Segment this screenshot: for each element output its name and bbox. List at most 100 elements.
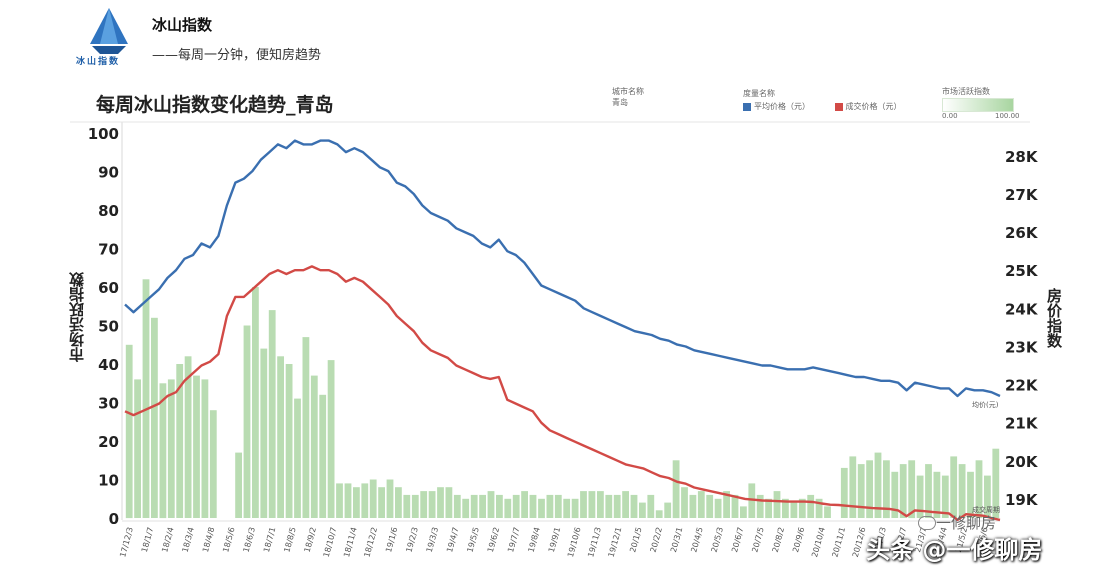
series-line-blue [124, 139, 1001, 398]
activity-bar [883, 460, 890, 519]
activity-bar [235, 452, 242, 518]
x-tick-label: 18/1/7 [140, 526, 155, 553]
y-tick-label: 40 [98, 356, 119, 374]
bars-legend-title: 市场活跃指数 [942, 87, 990, 96]
x-tick-label: 20/10/4 [810, 526, 827, 558]
bars-end-label: 成交周期 [972, 505, 1000, 514]
y-tick-label: 30 [98, 395, 119, 413]
activity-bar [159, 383, 167, 519]
x-tick-label: 20/3/1 [669, 526, 684, 553]
activity-bar [378, 487, 385, 518]
activity-bar [504, 498, 512, 519]
activity-bar [344, 483, 352, 518]
x-tick-label: 20/8/2 [771, 526, 786, 553]
y-tick-label: 80 [98, 202, 119, 220]
activity-bar [950, 456, 958, 518]
activity-bar [310, 375, 318, 518]
activity-bar [142, 279, 150, 518]
y2-tick-label: 24K [1005, 300, 1039, 318]
x-tick-label: 19/10/6 [566, 526, 583, 558]
x-tick-label: 18/9/2 [303, 526, 318, 553]
activity-bar [437, 487, 444, 518]
activity-bar [765, 498, 772, 519]
legend-blue-item[interactable]: 平均价格（元） [743, 102, 810, 111]
y-tick-label: 20 [98, 433, 119, 451]
activity-bar [327, 360, 335, 518]
activity-bar [302, 337, 310, 518]
activity-bar [697, 491, 705, 518]
bars-legend-gradient [942, 98, 1014, 112]
x-tick-label: 19/11/3 [586, 526, 603, 558]
activity-bar [125, 344, 133, 519]
activity-bar [420, 491, 428, 518]
activity-bar [740, 506, 747, 518]
x-tick-label: 19/1/6 [384, 526, 399, 553]
legend-red-swatch [834, 102, 843, 111]
x-tick-label: 20/11/1 [830, 526, 847, 558]
x-tick-label: 19/2/3 [404, 526, 419, 553]
x-tick-label: 18/8/5 [282, 526, 297, 553]
activity-bar [538, 498, 545, 519]
y2-tick-label: 19K [1005, 491, 1039, 509]
activity-bar [807, 494, 815, 518]
activity-bar [167, 379, 175, 518]
y-tick-label: 60 [98, 279, 119, 297]
activity-bar [184, 356, 192, 518]
y-tick-label: 70 [98, 241, 119, 259]
x-tick-label: 18/11/4 [342, 526, 359, 558]
activity-bar [554, 494, 562, 518]
x-tick-label: 20/5/3 [710, 526, 725, 553]
y2-tick-label: 26K [1005, 224, 1039, 242]
legend-red-item[interactable]: 成交价格（元） [834, 102, 902, 111]
activity-bar [782, 498, 789, 519]
activity-bar [369, 479, 377, 518]
x-tick-label: 19/12/1 [607, 526, 624, 558]
x-tick-label: 19/8/4 [527, 526, 542, 553]
activity-bar [395, 487, 402, 518]
activity-bar [958, 464, 966, 518]
activity-bar [353, 487, 360, 518]
activity-bar [613, 494, 621, 518]
legend-blue-swatch [743, 102, 751, 111]
city-label: 城市名称 [612, 87, 644, 96]
y2-tick-label: 20K [1005, 453, 1039, 471]
activity-bar [470, 494, 478, 518]
x-tick-label: 18/10/7 [322, 526, 339, 558]
x-tick-label: 18/4/8 [201, 526, 216, 553]
y-tick-label: 90 [98, 164, 119, 182]
activity-bar [403, 494, 411, 518]
y-tick-label: 10 [98, 472, 119, 490]
activity-bar [134, 379, 141, 518]
x-tick-label: 18/6/3 [242, 526, 257, 553]
activity-bar [815, 498, 823, 519]
activity-bar [268, 310, 276, 518]
x-tick-label: 19/4/7 [445, 526, 460, 553]
activity-bar [462, 498, 470, 519]
city-value: 青岛 [612, 98, 628, 107]
x-tick-label: 19/6/2 [486, 526, 501, 553]
activity-bar [243, 325, 251, 518]
activity-bar [630, 494, 638, 518]
x-tick-label: 19/9/1 [547, 526, 562, 553]
activity-bar [260, 348, 268, 518]
brand-name: 冰山指数 [152, 16, 213, 34]
activity-bar [723, 491, 730, 518]
y2-tick-label: 22K [1005, 377, 1039, 395]
activity-bar [639, 502, 646, 518]
activity-bar [201, 379, 209, 518]
x-tick-label: 19/3/3 [425, 526, 440, 553]
y-tick-label: 50 [98, 318, 119, 336]
activity-bar [824, 506, 831, 518]
y-tick-label: 0 [109, 510, 119, 528]
activity-bar [916, 475, 924, 518]
activity-bar [209, 410, 217, 518]
activity-bar [681, 487, 688, 518]
activity-bar [151, 317, 158, 518]
activity-bar [925, 464, 932, 518]
activity-bar [529, 494, 537, 518]
activity-bar [605, 494, 613, 518]
activity-bar [899, 464, 907, 518]
activity-bar [176, 364, 184, 518]
watermark-small: 一修聊房 [936, 514, 997, 532]
activity-bar [479, 494, 486, 518]
